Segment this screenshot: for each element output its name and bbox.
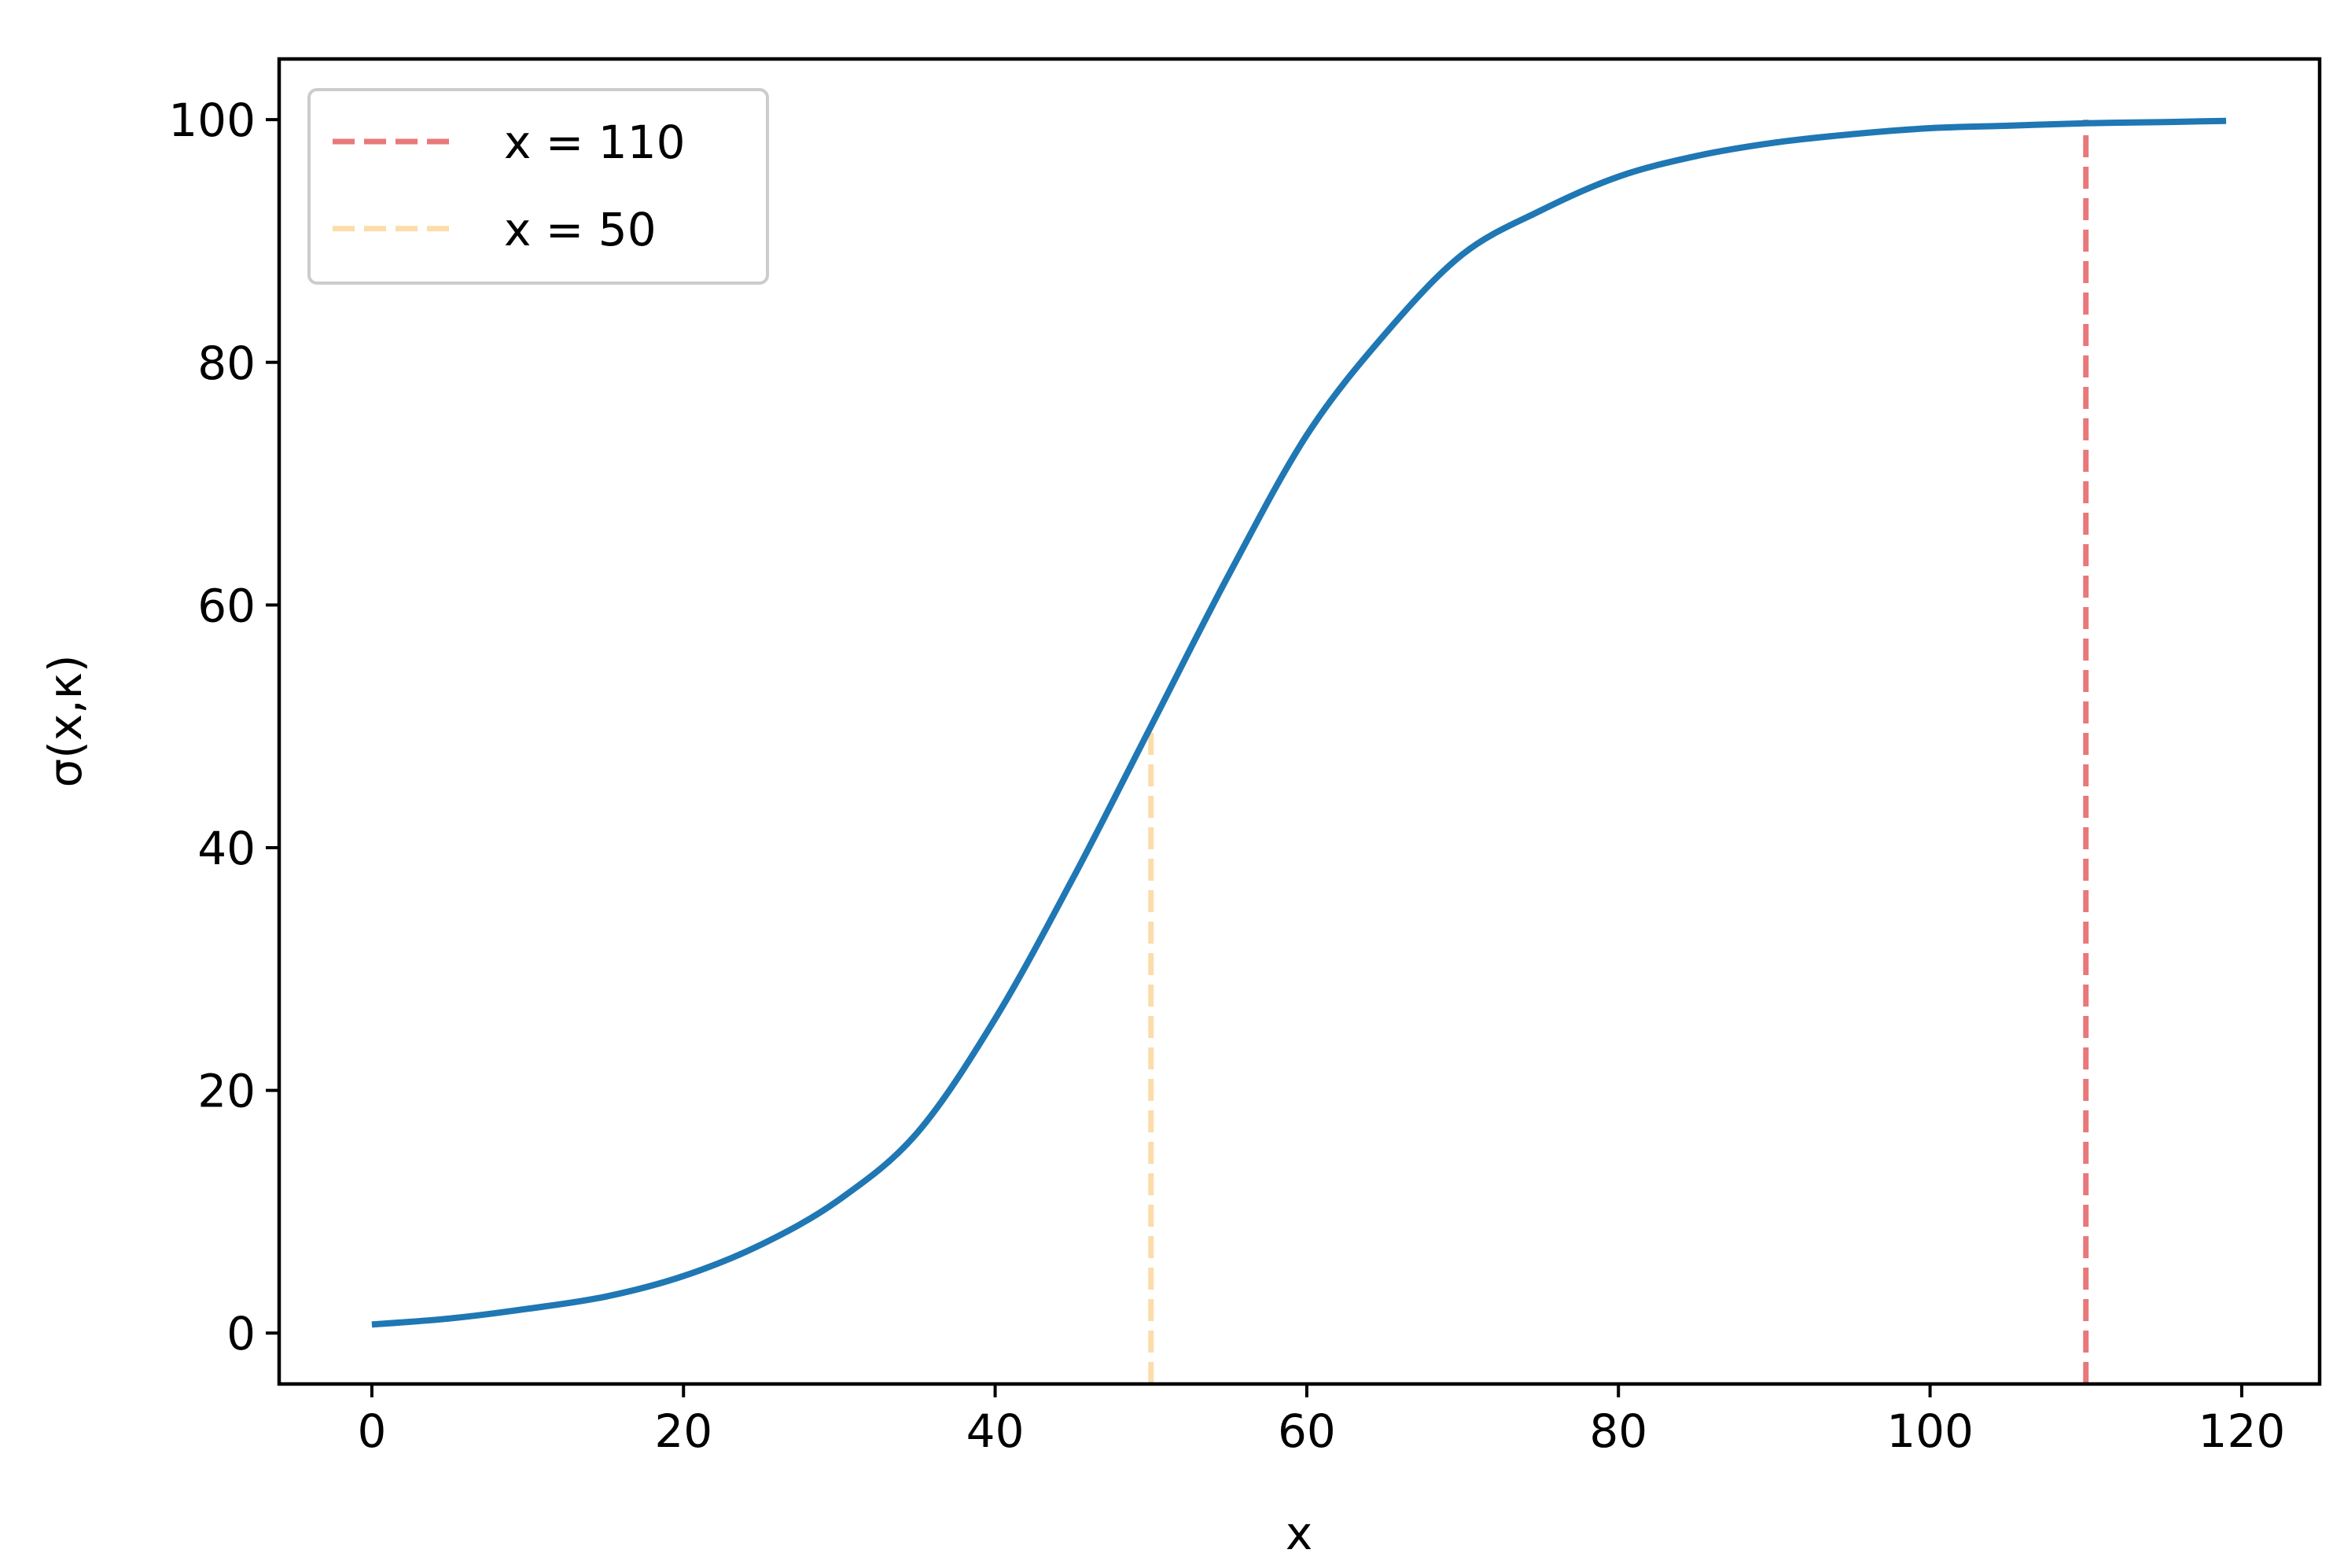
x-tick-label-100: 100 xyxy=(1886,1404,1974,1458)
x-tick-label-40: 40 xyxy=(966,1404,1025,1458)
legend-label-0: x = 110 xyxy=(504,116,686,169)
legend-label-1: x = 50 xyxy=(504,203,657,256)
y-tick-label-40: 40 xyxy=(197,822,256,875)
x-tick-label-120: 120 xyxy=(2199,1404,2286,1458)
y-axis-label: σ(x,κ) xyxy=(39,655,92,788)
y-tick-label-20: 20 xyxy=(197,1065,256,1118)
y-tick-label-0: 0 xyxy=(226,1307,256,1360)
x-tick-label-20: 20 xyxy=(654,1404,712,1458)
legend: x = 110 x = 50 xyxy=(307,88,769,285)
plot-frame xyxy=(277,57,2322,1386)
x-axis-label: x xyxy=(1286,1507,1312,1560)
series-line-0 xyxy=(371,117,2227,1328)
x-tick-label-80: 80 xyxy=(1589,1404,1647,1458)
y-tick-label-80: 80 xyxy=(197,337,256,390)
y-tick-label-100: 100 xyxy=(168,94,256,147)
x-tick-label-0: 0 xyxy=(357,1404,386,1458)
x-tick-label-60: 60 xyxy=(1278,1404,1336,1458)
legend-box xyxy=(307,88,769,285)
y-tick-label-60: 60 xyxy=(197,579,256,632)
